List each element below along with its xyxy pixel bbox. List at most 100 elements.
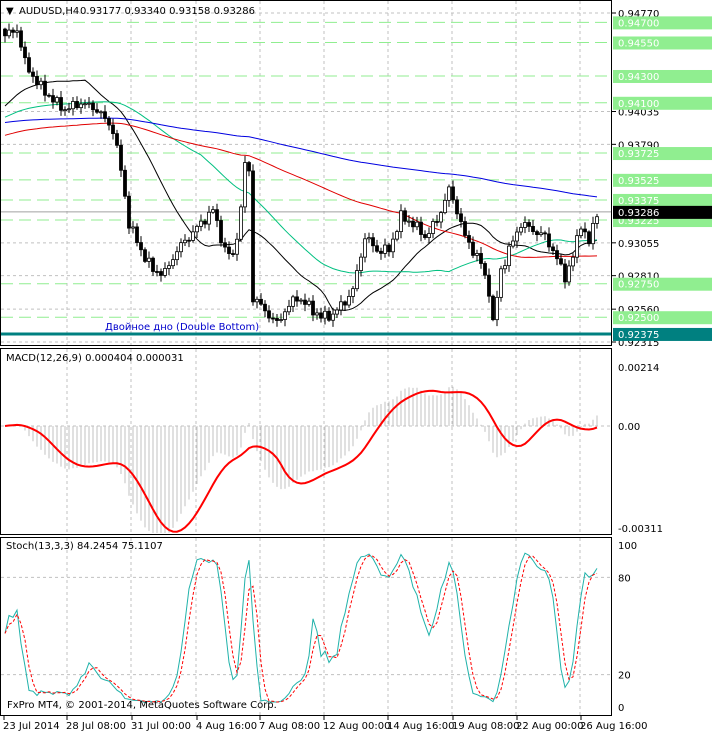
macd-signal-line (4, 389, 598, 533)
candle-bear (19, 30, 23, 48)
current-price-tag (613, 205, 712, 219)
candle-bear (319, 312, 323, 319)
level-label: 0.93375 (618, 196, 659, 207)
candle-bear (59, 97, 63, 111)
macd-panel (1, 386, 611, 533)
level-label: 0.92750 (618, 280, 659, 291)
level-tag (613, 69, 712, 83)
candle-bull (239, 206, 243, 240)
candle-bear (311, 300, 315, 316)
candle-bear (387, 244, 391, 253)
candle-bear (43, 80, 47, 96)
candle-bear (159, 271, 163, 276)
candle-bear (247, 162, 251, 172)
level-tag (613, 311, 712, 325)
candle-bear (135, 226, 139, 243)
level-label: 0.93225 (618, 216, 659, 227)
candle-bear (267, 310, 271, 319)
candle-bear (203, 220, 207, 225)
candle-bull (579, 228, 583, 237)
candle-bear (411, 220, 415, 228)
candle-bull (595, 216, 599, 224)
time-label: 26 Aug 16:00 (580, 721, 647, 732)
level-tag (613, 193, 712, 207)
time-label: 22 Aug 00:00 (516, 721, 583, 732)
stoch-axis-label: 80 (618, 573, 631, 584)
candle-bull (163, 268, 167, 276)
candle-bear (471, 241, 475, 256)
candle-bull (339, 301, 343, 311)
candle-bear (463, 221, 467, 236)
collapse-arrow-icon[interactable]: ▼ (6, 6, 14, 17)
candle-bear (31, 71, 35, 77)
panel-frames (0, 0, 612, 716)
candle-bull (395, 231, 399, 240)
candle-bull (347, 295, 351, 306)
candle-bear (111, 124, 115, 135)
candle-bull (383, 244, 387, 254)
candle-bear (379, 250, 383, 254)
candle-bull (391, 238, 395, 253)
candle-bull (523, 222, 527, 228)
level-label: 0.94700 (618, 18, 659, 29)
price-label: 0.92315 (618, 338, 659, 349)
level-label: 0.94100 (618, 99, 659, 110)
candle-bear (127, 195, 131, 229)
candle-bear (455, 199, 459, 215)
candle-bear (103, 111, 107, 119)
candle-bull (211, 209, 215, 213)
stoch-axis-label: 100 (618, 541, 637, 552)
stoch-axis-label: 0 (618, 703, 624, 714)
macd-axis-label: 0.00 (618, 422, 640, 433)
level-tag (613, 277, 712, 291)
level-tag (613, 96, 712, 110)
candle-bear (187, 239, 191, 242)
candle-bear (155, 271, 159, 273)
stoch-title: Stoch(13,3,3) 84.2454 75.1107 (6, 541, 163, 552)
candle-bull (363, 238, 367, 258)
stoch-d-line (4, 555, 598, 703)
macd-panel-frame (0, 348, 612, 535)
candle-bear (419, 221, 423, 235)
candle-bull (591, 223, 595, 245)
support-tag (613, 327, 712, 341)
candle-bull (55, 97, 59, 103)
level-label: 0.94550 (618, 38, 659, 49)
candle-bear (259, 298, 263, 305)
candle-bull (299, 299, 303, 302)
candle-bull (335, 309, 339, 315)
level-label: 0.94300 (618, 72, 659, 83)
candle-bull (147, 257, 151, 262)
candle-bull (71, 101, 75, 110)
candle-bear (527, 222, 531, 227)
candle-bull (167, 265, 171, 269)
candle-bear (343, 301, 347, 306)
time-axis: 23 Jul 2014 28 Jul 08:00 31 Jul 00:00 4 Aug… (3, 716, 647, 732)
candle-bull (367, 237, 371, 240)
candle-bear (583, 228, 587, 233)
candle-bear (35, 76, 39, 86)
candle-bear (559, 258, 563, 265)
stoch-k-line (4, 552, 598, 704)
candle-bear (435, 221, 439, 223)
price-axis: 0.94770 0.94035 0.93790 0.93055 0.92810 0.925… (612, 9, 712, 714)
price-label: 0.92810 (618, 272, 659, 283)
candle-bull (475, 253, 479, 256)
candle-bull (63, 109, 67, 112)
candle-bear (551, 246, 555, 251)
candle-bear (251, 170, 255, 303)
candle-bear (479, 253, 483, 264)
price-label: 0.93055 (618, 239, 659, 250)
candle-bull (351, 288, 355, 297)
candle-bear (231, 253, 235, 255)
candle-bull (495, 296, 499, 321)
candle-bear (483, 263, 487, 276)
time-label: 23 Jul 2014 (3, 721, 60, 732)
candle-bear (563, 263, 567, 283)
candle-bull (571, 256, 575, 267)
main-panel-frame (0, 0, 612, 346)
candle-bear (303, 299, 307, 305)
candle-bull (279, 319, 283, 321)
candle-bear (139, 242, 143, 251)
